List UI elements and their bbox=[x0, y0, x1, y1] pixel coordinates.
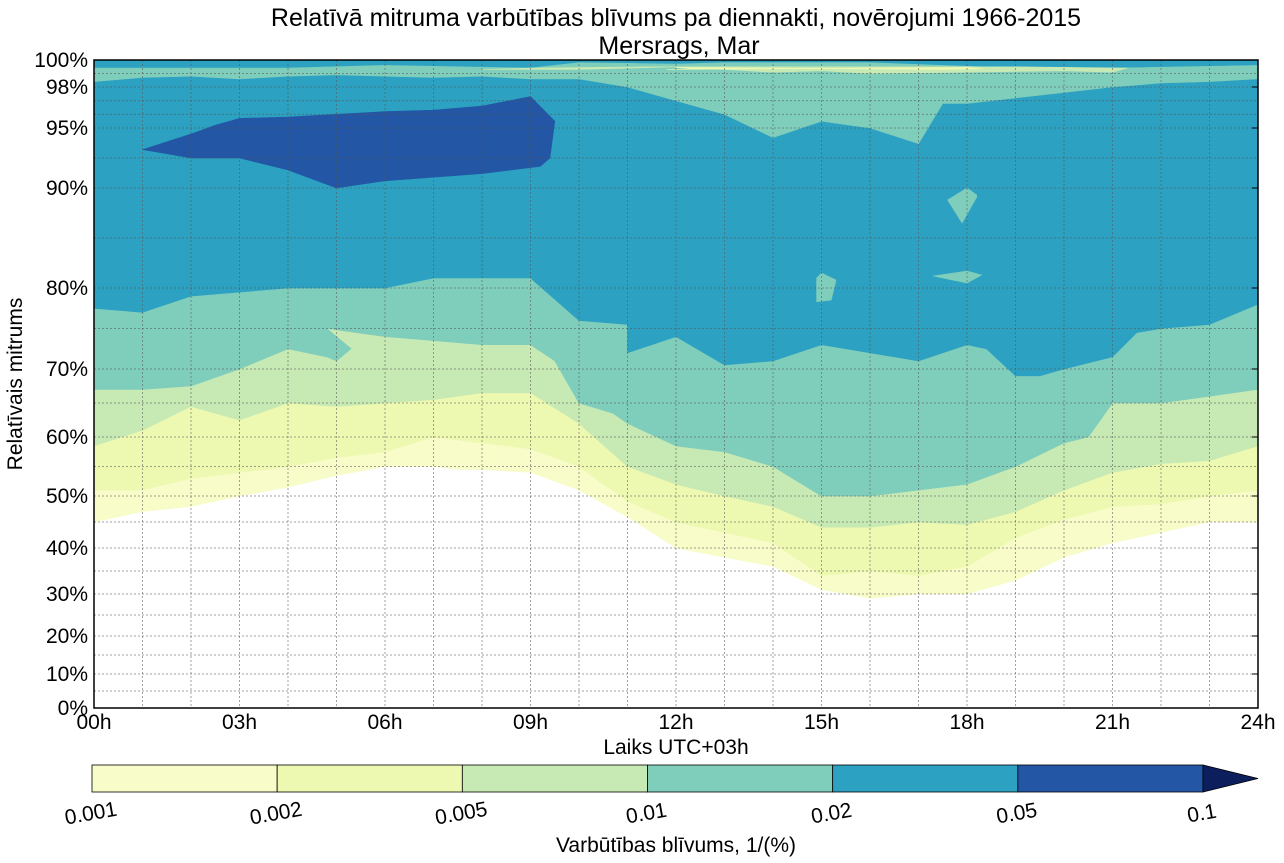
y-tick-label: 60% bbox=[46, 426, 88, 449]
x-tick-label: 21h bbox=[1095, 711, 1130, 734]
y-tick-label: 20% bbox=[46, 625, 88, 648]
y-tick-label: 0% bbox=[58, 697, 88, 720]
x-tick-label: 12h bbox=[658, 711, 693, 734]
colorbar-tick-label: 0.05 bbox=[995, 799, 1039, 829]
colorbar-segment bbox=[647, 764, 834, 793]
colorbar-segment bbox=[461, 764, 648, 793]
colorbar-tick-label: 0.02 bbox=[809, 799, 853, 829]
colorbar-segment bbox=[1017, 764, 1204, 793]
colorbar-segment bbox=[276, 764, 463, 793]
x-tick-label: 00h bbox=[76, 711, 111, 734]
x-tick-label: 09h bbox=[513, 711, 548, 734]
colorbar-segment bbox=[91, 764, 278, 793]
y-tick-label: 90% bbox=[46, 177, 88, 200]
colorbar-tick-label: 0.001 bbox=[63, 798, 119, 830]
y-tick-label: 70% bbox=[46, 358, 88, 381]
contour-band-8 bbox=[142, 96, 556, 189]
y-tick-label: 100% bbox=[34, 49, 88, 72]
y-tick-label: 30% bbox=[46, 583, 88, 606]
y-tick-label: 98% bbox=[46, 76, 88, 99]
x-tick-label: 18h bbox=[949, 711, 984, 734]
contour-band-7 bbox=[666, 67, 982, 70]
y-tick-label: 40% bbox=[46, 537, 88, 560]
colorbar-tick-label: 0.1 bbox=[1185, 800, 1218, 828]
y-tick-label: 10% bbox=[46, 663, 88, 686]
colorbar-tick-label: 0.002 bbox=[248, 798, 304, 830]
contour-band-11 bbox=[932, 270, 983, 284]
colorbar-tick-label: 0.01 bbox=[624, 799, 668, 829]
colorbar-extend-arrow bbox=[1202, 764, 1259, 793]
contour-band-5 bbox=[93, 62, 1259, 144]
colorbar-label: Varbūtības blīvums, 1/(%) bbox=[556, 834, 796, 857]
x-axis-label: Laiks UTC+03h bbox=[603, 736, 748, 759]
chart-title: Relatīvā mitruma varbūtības blīvums pa d… bbox=[271, 4, 1081, 32]
x-tick-label: 06h bbox=[367, 711, 402, 734]
y-tick-label: 50% bbox=[46, 485, 88, 508]
colorbar-tick-label: 0.005 bbox=[433, 798, 489, 830]
y-axis-ticks: 0% 10% 20% 30% 40% 50% 60% 70% 80% 90% 95% 98% 100% bbox=[34, 49, 1258, 720]
plot-frame bbox=[93, 59, 1259, 709]
x-tick-label: 15h bbox=[804, 711, 839, 734]
chart-subtitle: Mersrags, Mar bbox=[598, 32, 759, 60]
y-tick-label: 95% bbox=[46, 117, 88, 140]
colorbar: 0.001 0.002 0.005 0.01 0.02 0.05 0.1 bbox=[63, 764, 1259, 830]
grid-lines bbox=[94, 60, 1258, 708]
x-tick-label: 03h bbox=[222, 711, 257, 734]
y-tick-label: 80% bbox=[46, 277, 88, 300]
contour-band-10 bbox=[947, 187, 978, 224]
colorbar-segment bbox=[832, 764, 1019, 793]
x-tick-label: 24h bbox=[1240, 711, 1275, 734]
x-axis-ticks: 00h 03h 06h 09h 12h 15h 18h 21h 24h bbox=[76, 711, 1275, 734]
y-axis-label: Relatīvais mitrums bbox=[4, 298, 27, 471]
